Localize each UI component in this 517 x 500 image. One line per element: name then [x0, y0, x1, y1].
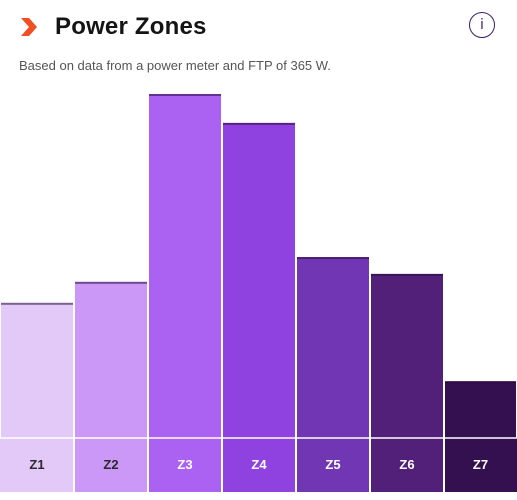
zone-bar-top-edge [1, 302, 73, 305]
zone-bar-z4[interactable] [223, 122, 295, 438]
subtitle: Based on data from a power meter and FTP… [19, 58, 331, 73]
info-button[interactable]: i [469, 12, 495, 38]
zone-label: Z7 [473, 457, 488, 472]
zone-label: Z5 [325, 457, 340, 472]
zone-bar-z6[interactable] [371, 273, 443, 438]
page-title: Power Zones [55, 13, 207, 40]
chevron-logo-icon [21, 18, 37, 36]
zone-label: Z4 [251, 457, 267, 472]
zone-label-band-z5 [296, 438, 370, 492]
zone-bar-top-edge [445, 381, 516, 384]
zone-label: Z2 [103, 457, 118, 472]
header: Power Zones i [0, 0, 517, 56]
zone-bar-z2[interactable] [75, 281, 147, 438]
zone-bar-z7[interactable] [445, 381, 516, 438]
zone-label-band-z7 [444, 438, 517, 492]
power-zones-chart: Z1 Z2 Z3 Z4 Z5 Z6 Z7 [0, 88, 517, 500]
zone-label-band-z2 [74, 438, 148, 492]
zone-bar-top-edge [149, 94, 221, 96]
zone-label-band-z4 [222, 438, 296, 492]
info-circle-icon: i [480, 17, 484, 33]
zone-bar-top-edge [371, 273, 443, 276]
zone-bar-z5[interactable] [297, 257, 369, 438]
chart-svg: Z1 Z2 Z3 Z4 Z5 Z6 Z7 [0, 88, 517, 492]
zone-bar-z3[interactable] [149, 94, 221, 438]
zone-label: Z1 [29, 457, 44, 472]
zone-bar-top-edge [297, 257, 369, 260]
zone-label-band-z1 [0, 438, 74, 492]
zone-label: Z6 [399, 457, 414, 472]
zone-label: Z3 [177, 457, 192, 472]
zone-bar-top-edge [75, 281, 147, 284]
zone-bar-z1[interactable] [1, 302, 73, 438]
zone-label-band-z3 [148, 438, 222, 492]
zone-label-band-z6 [370, 438, 444, 492]
zone-bar-top-edge [223, 122, 295, 125]
